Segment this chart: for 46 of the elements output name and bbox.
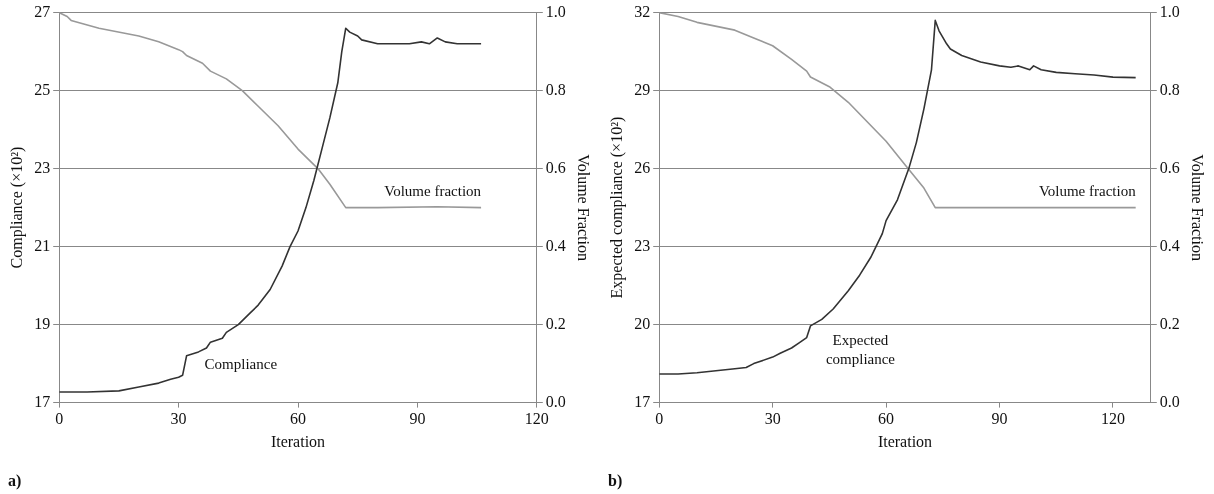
y-tick-label: 17 (34, 392, 51, 410)
y-tick-label: 17 (634, 392, 651, 410)
x-tick-label: 90 (991, 410, 1008, 428)
y2-tick-label: 0.0 (545, 392, 566, 410)
y-tick-label: 32 (634, 2, 651, 20)
x-tick-label: 0 (655, 410, 664, 428)
y-tick-label: 21 (34, 236, 51, 254)
y-tick-label: 25 (34, 80, 51, 98)
y2-tick-label: 0.8 (1159, 80, 1180, 98)
y-axis-title: Expected compliance (×10²) (607, 116, 626, 299)
text: a) (8, 472, 22, 491)
x-tick-label: 120 (1100, 410, 1125, 428)
text: b) (608, 472, 623, 491)
series-label: Volume fraction (1038, 183, 1137, 200)
y2-tick-label: 0.0 (1159, 392, 1180, 410)
y2-tick-label: 0.8 (545, 80, 566, 98)
y2-tick-label: 0.6 (545, 158, 566, 176)
y-tick-label: 19 (34, 314, 51, 332)
y2-axis-title: Volume Fraction (575, 154, 593, 262)
x-axis-title: Iteration (877, 432, 933, 450)
y-tick-label: 23 (34, 158, 51, 176)
y2-tick-label: 0.2 (545, 314, 566, 332)
series-label: Compliance (204, 356, 278, 373)
y-tick-label: 29 (634, 80, 651, 98)
y-tick-label: 23 (634, 236, 651, 254)
y-tick-label: 20 (634, 314, 651, 332)
y2-tick-label: 1.0 (1159, 2, 1180, 20)
y2-tick-label: 1.0 (545, 2, 566, 20)
y2-axis-title: Volume Fraction (1189, 154, 1207, 262)
y2-tick-label: 0.4 (545, 236, 566, 254)
y-axis-title: Compliance (×10²) (7, 146, 26, 269)
x-axis-title: Iteration (270, 432, 326, 450)
x-tick-label: 120 (524, 410, 549, 428)
y2-tick-label: 0.6 (1159, 158, 1180, 176)
x-tick-label: 90 (409, 410, 426, 428)
y2-tick-label: 0.2 (1159, 314, 1180, 332)
y-tick-label: 26 (634, 158, 651, 176)
x-tick-label: 30 (764, 410, 781, 428)
y-tick-label: 27 (34, 2, 51, 20)
x-tick-label: 60 (878, 410, 895, 428)
y2-tick-label: 0.4 (1159, 236, 1180, 254)
x-tick-label: 60 (290, 410, 306, 428)
x-tick-label: 30 (170, 410, 187, 428)
x-tick-label: 0 (55, 410, 64, 428)
series-label: Volume fraction (384, 183, 482, 200)
series-label: Expected compliance (825, 332, 896, 368)
